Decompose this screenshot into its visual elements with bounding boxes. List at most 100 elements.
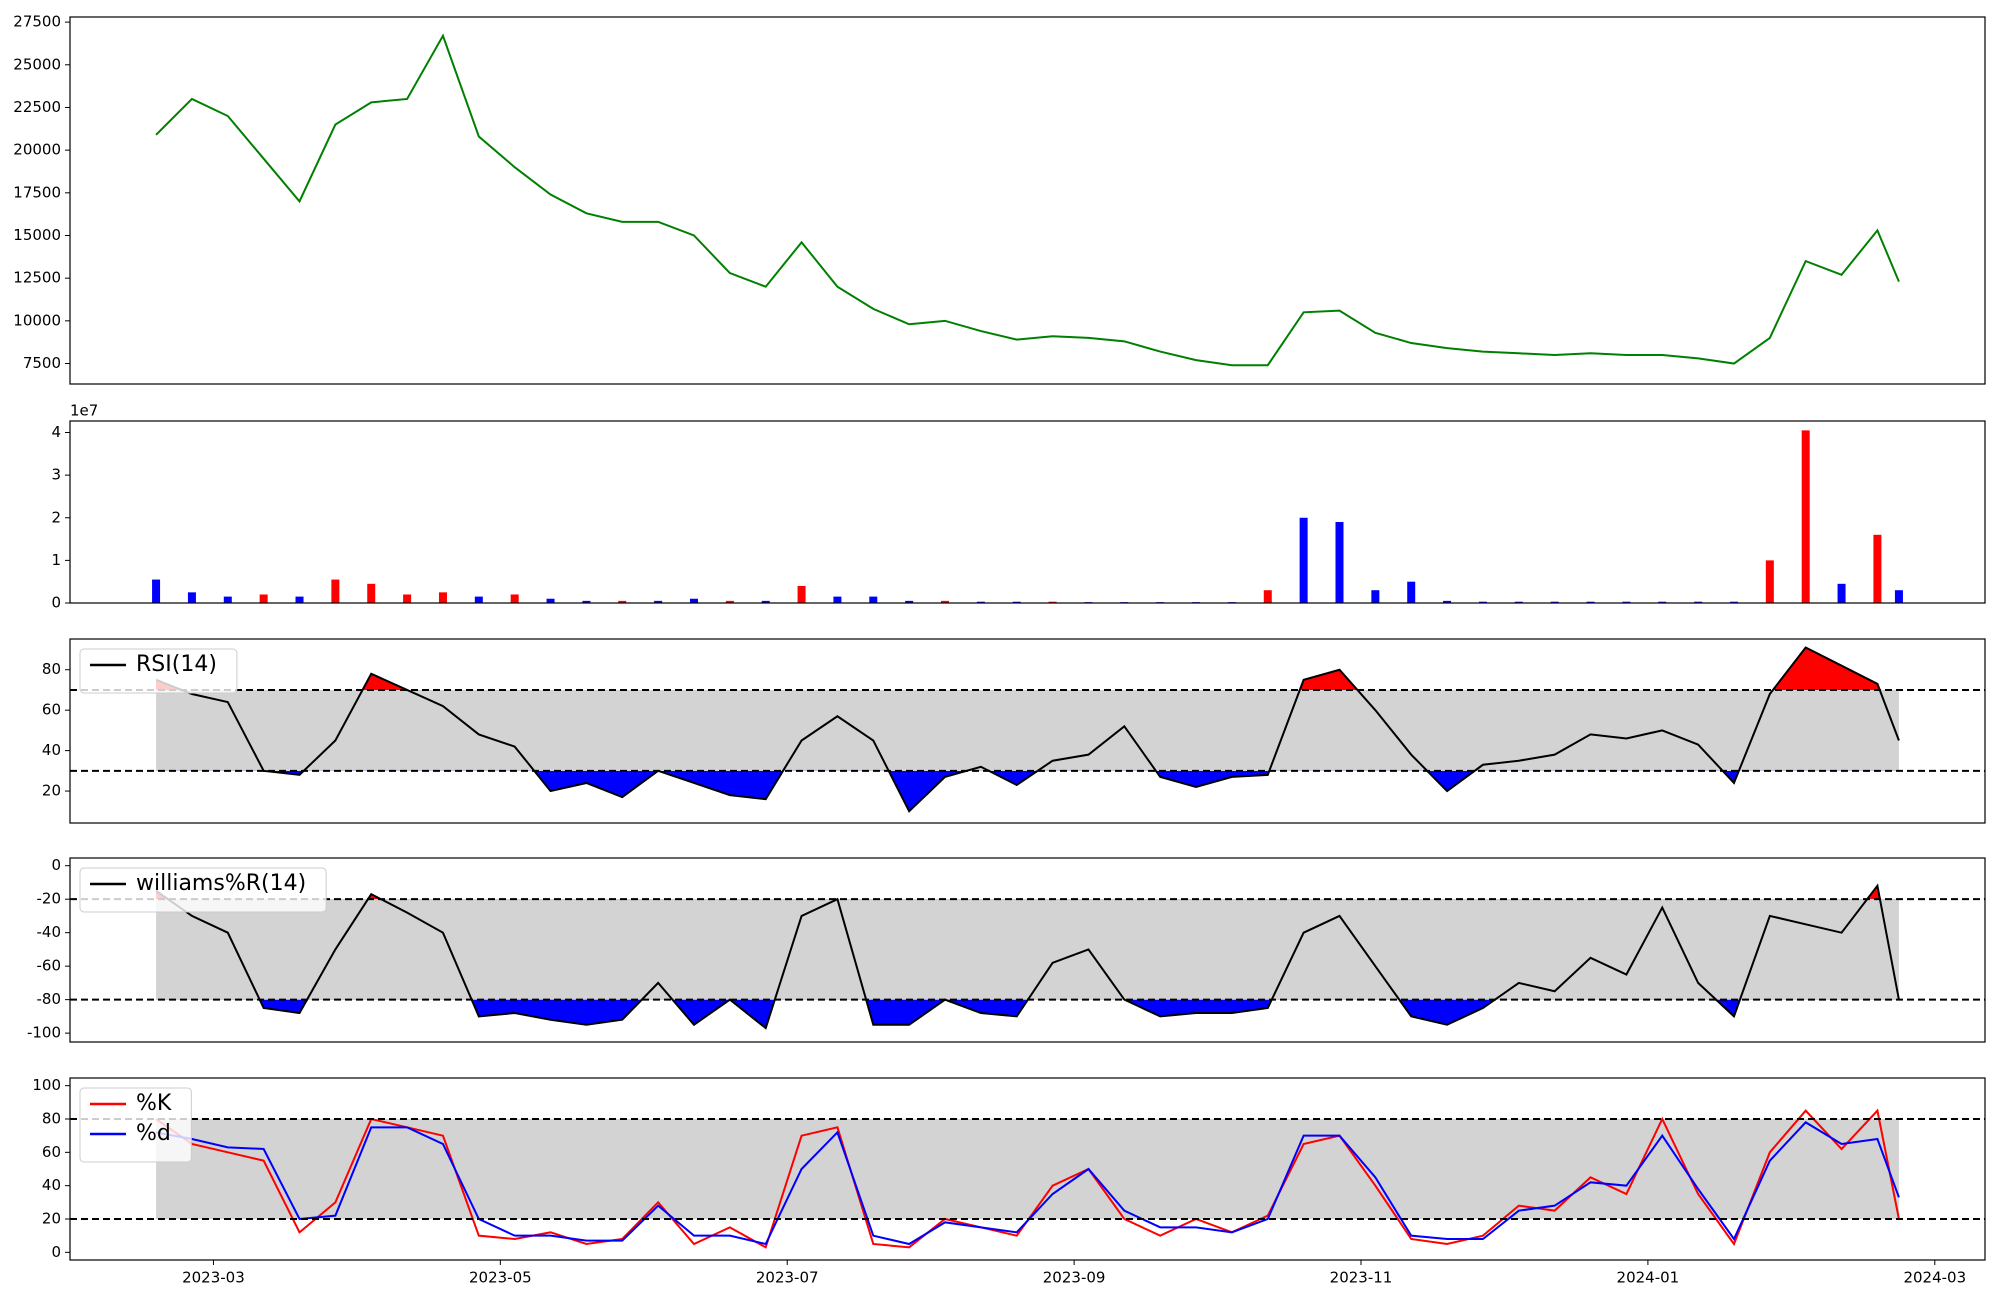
legend-box [79,1087,192,1163]
y-tick-label: 20 [42,1210,61,1228]
volume-bar [1837,583,1846,603]
volume-bar [976,601,985,603]
series-line [155,1121,1900,1246]
volume-bar [1335,522,1344,603]
volume-bar [223,596,232,603]
y-tick-label: 15000 [13,226,61,244]
y-tick-label: 60 [42,1143,61,1161]
y-tick-label: 4 [51,423,61,441]
y-tick-label: 10000 [13,311,61,329]
volume-bar [1586,601,1595,603]
volume-bar [582,600,591,603]
axes-frame [69,857,1986,1043]
volume-bar [1550,601,1559,603]
volume-bar [833,596,842,603]
volume-bar [1299,517,1308,603]
series-line [155,1108,1900,1249]
volume-bar [1873,534,1882,603]
volume-bar [1012,601,1021,603]
volume-bar [1407,581,1416,603]
series-line [155,646,1900,813]
legend-label: RSI(14) [136,652,217,677]
volume-bar [869,596,878,603]
y-tick-label: 17500 [13,183,61,201]
volume-bar [1694,601,1703,603]
volume-bar [618,600,627,603]
legend-box [79,867,327,913]
volume-bar [797,585,806,603]
y-tick-label: 0 [51,856,61,874]
legend: %K %d [79,1087,192,1163]
y-tick-label: 3 [51,466,61,484]
x-tick-label: 2023-05 [469,1269,532,1287]
y-tick-label: 25000 [13,55,61,73]
y-tick-label: 40 [42,741,61,759]
axes-frame [69,16,1986,385]
series-line [155,33,1900,367]
x-tick-label: 2023-09 [1043,1269,1106,1287]
y-tick-label: 7500 [23,354,61,372]
x-tick-label: 2023-07 [756,1269,819,1287]
neutral-band [156,689,1899,771]
y-tick-label: -60 [37,957,62,975]
y-tick-label: -100 [27,1024,61,1042]
volume-bar [689,598,698,603]
volume-bar [546,598,555,603]
legend-box [79,648,238,694]
volume-bar [1729,601,1738,603]
y-tick-label: 27500 [13,13,61,31]
series-line [155,883,1900,1030]
y-tick-label: 0 [51,1243,61,1261]
volume-bar [259,594,268,603]
axes-frame [69,1077,1986,1261]
y-tick-label: -20 [37,890,62,908]
y-tick-label: 12500 [13,269,61,287]
neutral-band [156,1119,1899,1219]
volume-bar [1514,601,1523,603]
y-tick-label: 60 [42,701,61,719]
axes-frame [69,638,1986,824]
volume-bar [941,600,950,603]
legend-label: williams%R(14) [136,871,306,896]
volume-bar [152,579,161,603]
y-tick-label: 100 [32,1076,61,1094]
legend: RSI(14) [79,648,238,694]
y-tick-label: 20000 [13,141,61,159]
x-tick-label: 2024-01 [1617,1269,1680,1287]
volume-bar [905,600,914,603]
x-tick-label: 2023-11 [1330,1269,1393,1287]
y-tick-label: 20 [42,782,61,800]
volume-bar [1801,430,1810,603]
volume-bar [1048,601,1057,603]
volume-bar [187,592,196,603]
y-tick-label: 40 [42,1176,61,1194]
axes-frame [69,420,1986,604]
volume-bar [1894,590,1903,603]
volume-bar [1765,560,1774,603]
y-tick-label: -40 [37,923,62,941]
volume-bar [403,594,412,603]
legend: williams%R(14) [79,867,327,913]
volume-bar [1263,590,1272,603]
volume-bar [1371,590,1380,603]
volume-bar [1478,601,1487,603]
axis-offset-label: 1e7 [70,402,98,420]
volume-bar [295,596,304,603]
volume-bar [1622,601,1631,603]
volume-bar [1658,601,1667,603]
volume-bar [510,594,519,603]
y-tick-label: 1 [51,551,61,569]
volume-bar [761,600,770,603]
y-tick-label: 22500 [13,98,61,116]
oversold-fill [156,770,1899,812]
y-tick-label: -80 [37,990,62,1008]
y-tick-label: 2 [51,508,61,526]
y-tick-label: 80 [42,1110,61,1128]
volume-bar [474,596,483,603]
oversold-fill [156,999,1899,1029]
x-tick-label: 2024-03 [1903,1269,1966,1287]
volume-bar [367,583,376,603]
x-tick-label: 2023-03 [182,1269,245,1287]
